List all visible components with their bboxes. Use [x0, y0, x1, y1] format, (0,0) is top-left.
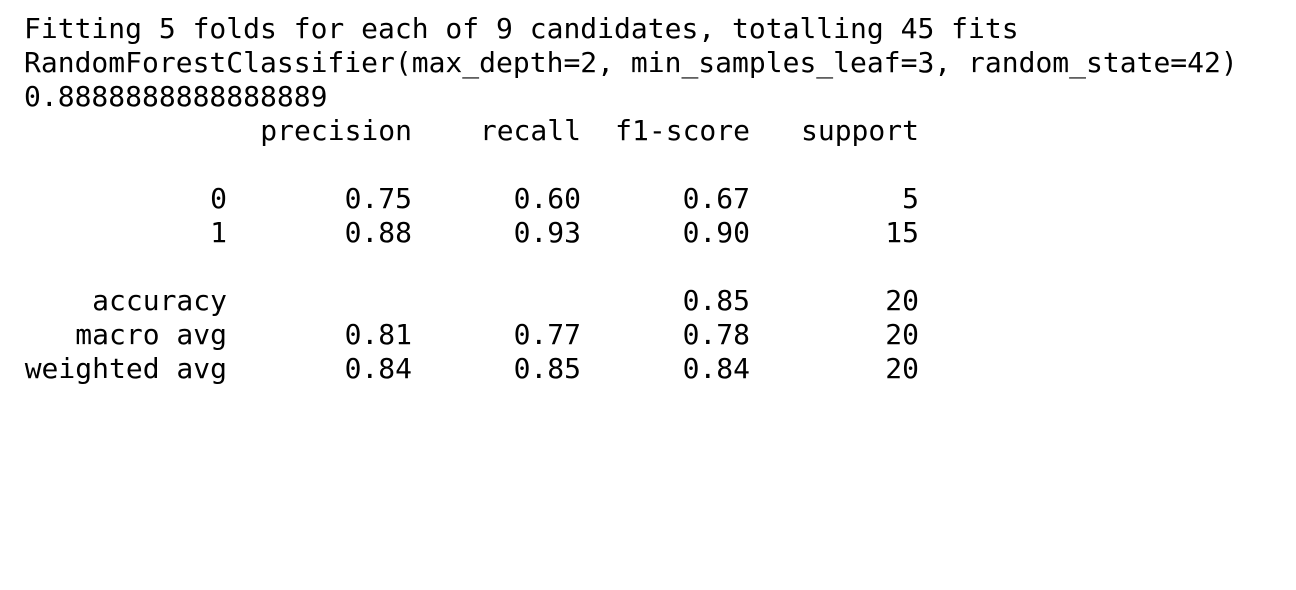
table-row: macro avg 0.81 0.77 0.78 20	[24, 318, 924, 352]
table-row: weighted avg 0.84 0.85 0.84 20	[24, 352, 924, 386]
support-value: 20	[885, 318, 919, 351]
f1-value: 0.84	[682, 352, 750, 385]
score-line: 0.8888888888888889	[24, 80, 328, 113]
table-row: 1 0.88 0.93 0.90 15	[24, 216, 924, 250]
blank-row	[24, 148, 924, 182]
row-label: macro avg	[75, 318, 227, 351]
f1-value: 0.90	[682, 216, 750, 249]
row-label: 0	[210, 182, 227, 215]
header-f1-score: f1-score	[615, 114, 750, 147]
blank-row	[24, 250, 924, 284]
recall-value: 0.60	[513, 182, 581, 215]
support-value: 20	[885, 284, 919, 317]
table-row: 0 0.75 0.60 0.67 5	[24, 182, 924, 216]
best-estimator-line: RandomForestClassifier(max_depth=2, min_…	[24, 46, 1238, 79]
report-header-row: precision recall f1-score support	[24, 114, 924, 148]
row-label: weighted avg	[24, 352, 227, 385]
f1-value: 0.85	[682, 284, 750, 317]
support-value: 20	[885, 352, 919, 385]
f1-value: 0.67	[682, 182, 750, 215]
support-value: 5	[902, 182, 919, 215]
header-recall: recall	[479, 114, 581, 147]
fit-log-line: Fitting 5 folds for each of 9 candidates…	[24, 12, 1019, 45]
row-label: 1	[210, 216, 227, 249]
table-row: accuracy 0.85 20	[24, 284, 924, 318]
recall-value: 0.77	[513, 318, 581, 351]
console-output: Fitting 5 folds for each of 9 candidates…	[24, 12, 1238, 386]
support-value: 15	[885, 216, 919, 249]
precision-value: 0.84	[344, 352, 412, 385]
f1-value: 0.78	[682, 318, 750, 351]
row-label: accuracy	[92, 284, 227, 317]
classification-report: precision recall f1-score support 0 0.75…	[24, 114, 924, 386]
header-support: support	[800, 114, 919, 147]
precision-value: 0.88	[344, 216, 412, 249]
precision-value: 0.81	[344, 318, 412, 351]
recall-value: 0.85	[513, 352, 581, 385]
recall-value: 0.93	[513, 216, 581, 249]
precision-value: 0.75	[344, 182, 412, 215]
header-precision: precision	[260, 114, 412, 147]
